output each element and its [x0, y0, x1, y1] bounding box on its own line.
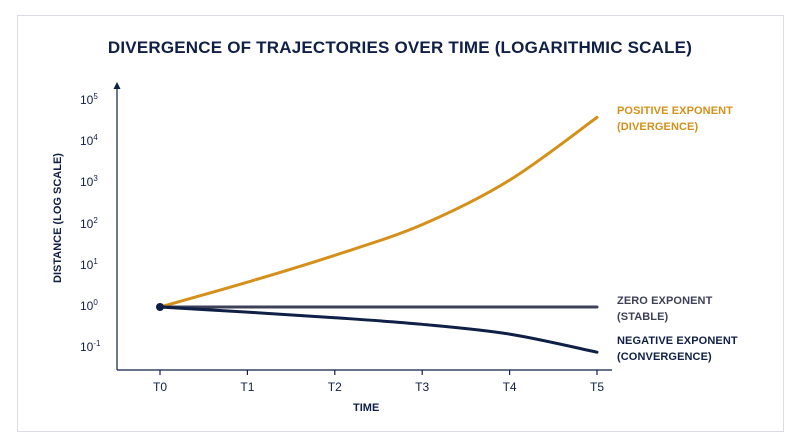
y-tick-base: 10 [80, 134, 94, 149]
y-tick-label: 105 [80, 92, 110, 107]
series-label-line: (STABLE) [617, 311, 669, 323]
y-tick-base: 10 [80, 93, 94, 107]
y-tick-label: 102 [80, 216, 110, 231]
y-tick-label: 101 [80, 257, 110, 272]
y-tick-exponent: 3 [93, 174, 98, 184]
y-axis-label: DISTANCE (LOG SCALE) [52, 153, 64, 283]
x-tick-label: T4 [502, 380, 517, 394]
series-label-2: NEGATIVE EXPONENT (CONVERGENCE) [617, 333, 738, 365]
series-label-line: NEGATIVE EXPONENT [617, 335, 738, 348]
y-tick-exponent: 5 [93, 92, 98, 101]
y-tick-base: 10 [80, 216, 94, 231]
x-tick-label: T0 [152, 380, 167, 394]
x-tick-label: T3 [415, 380, 430, 394]
x-tick-label: T5 [589, 380, 604, 394]
y-tick-base: 10 [80, 299, 94, 313]
y-tick-exponent: 1 [93, 256, 98, 266]
x-tick-label: T2 [327, 380, 342, 394]
series-label-1: ZERO EXPONENT (STABLE) [617, 293, 712, 325]
y-tick-base: 10 [80, 175, 94, 190]
series-label-0: POSITIVE EXPONENT (DIVERGENCE) [617, 103, 733, 135]
y-tick-label: 100 [80, 298, 110, 313]
chart-title: DIVERGENCE OF TRAJECTORIES OVER TIME (LO… [107, 38, 693, 57]
y-tick-exponent: 0 [93, 298, 98, 307]
y-tick-base: 10 [80, 257, 94, 272]
y-tick-exponent: 2 [93, 215, 98, 225]
y-axis-arrow [113, 82, 121, 89]
series-label-line: (CONVERGENCE) [617, 351, 712, 364]
y-tick-exponent: -1 [93, 339, 101, 349]
x-axis-label: TIME [353, 402, 380, 414]
y-tick-base: 10 [80, 340, 94, 355]
start-point [156, 303, 164, 311]
series-label-line: POSITIVE EXPONENT [617, 105, 734, 118]
series-line-2 [158, 305, 599, 354]
series-label-line: ZERO EXPONENT [617, 295, 713, 307]
y-tick-label: 103 [80, 174, 110, 189]
series-line-0 [158, 115, 599, 309]
x-tick-label: T1 [240, 380, 255, 394]
y-tick-exponent: 4 [93, 133, 98, 143]
series-label-line: (DIVERGENCE) [617, 121, 699, 134]
chart-frame [17, 15, 784, 432]
y-tick-label: 10-1 [80, 339, 110, 354]
y-tick-label: 104 [80, 133, 110, 148]
